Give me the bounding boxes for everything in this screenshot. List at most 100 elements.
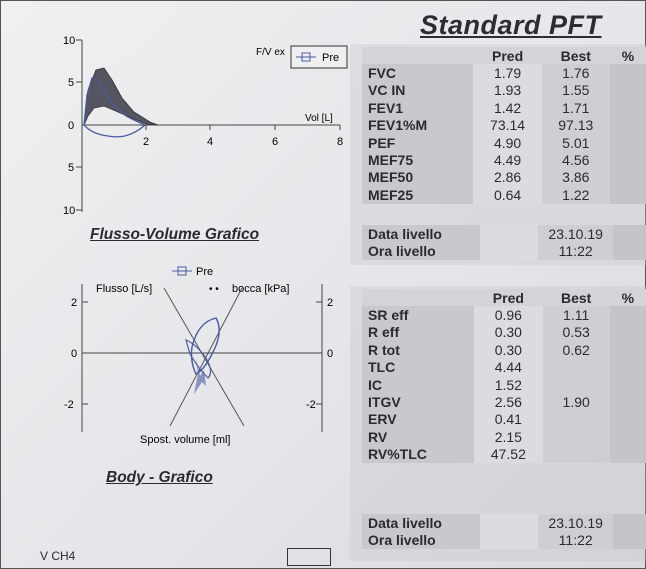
legend-label: Pre [196,266,213,278]
y-tick-label: 5 [68,162,74,174]
y-tick-label-left: 0 [71,348,77,360]
row-label: ERV [362,410,475,429]
header-pct: % [609,47,646,65]
pct-value [609,358,646,376]
time-row: Ora livello 11:22 [362,242,646,260]
body-plot: 2 0 -2 2 0 -2 Pre Flusso [L/s] • • bocca… [64,266,333,446]
pct-value [609,64,646,82]
y-tick-label-left: -2 [64,399,74,411]
legend-marker [177,266,187,276]
pct-value [609,306,646,324]
table-row: R eff 0.30 0.53 [362,323,646,342]
pred-value: 2.56 [474,393,543,411]
pred-value: 1.93 [473,81,542,100]
table-row: ITGV 2.56 1.90 [362,393,646,411]
x-axis-label: Spost. volume [ml] [140,434,230,446]
table-row: FVC 1.79 1.76 [362,64,646,82]
date-row: Data livello 23.10.19 [362,225,646,243]
y-tick-label: 5 [68,77,74,89]
pct-value [609,445,646,463]
table-header-row: Pred Best % [362,289,646,307]
table-row: RV 2.15 [362,428,646,446]
table-row: MEF75 4.49 4.56 [362,151,646,169]
date-row: Data livello 23.10.19 [362,514,646,532]
body-pleth-table: Pred Best % SR eff 0.96 1.11 R eff 0.30 0.53 R… [362,289,646,463]
best-value: 5.01 [541,133,610,152]
row-label: RV%TLC [362,445,475,463]
best-value: 1.76 [541,64,610,82]
pct-value [609,410,646,429]
pct-value [609,151,646,169]
date-value: 23.10.19 [538,225,614,243]
table-row: PEF 4.90 5.01 [362,133,646,152]
row-label: R eff [362,323,475,342]
best-value: 1.55 [541,81,610,100]
x-tick-label: 4 [207,136,213,148]
time-label: Ora livello [362,531,480,549]
table-row: RV%TLC 47.52 [362,445,646,463]
best-value [542,428,610,446]
best-value: 0.62 [542,341,610,359]
footer-code: V CH4 [40,549,76,563]
row-label: TLC [362,358,475,376]
table-row: SR eff 0.96 1.11 [362,306,646,324]
table-row: VC IN 1.93 1.55 [362,81,646,100]
pct-value [609,341,646,359]
best-value: 97.13 [541,116,610,134]
pct-value [609,393,646,411]
loop-fill [194,358,206,394]
y-tick-label: 0 [68,120,74,132]
predicted-envelope [83,67,159,126]
best-value: 4.56 [541,151,610,169]
pct-value [609,81,646,100]
row-label: ITGV [362,393,475,411]
time-value: 11:22 [538,242,614,260]
legend-header: F/V ex [256,47,285,58]
table-row: MEF25 0.64 1.22 [362,186,646,204]
best-value: 1.90 [542,393,610,411]
row-label: FEV1%M [362,116,474,134]
pct-value [609,375,646,394]
pred-value: 0.41 [474,410,543,429]
y-tick-label: 10 [63,205,75,217]
y-tick-label: 10 [63,35,75,47]
pred-value: 2.15 [474,428,543,446]
row-label: PEF [362,133,474,152]
x-tick-label: 2 [143,136,149,148]
pct-value [609,323,646,342]
pred-value: 47.52 [474,445,543,463]
best-value: 1.11 [542,306,610,324]
table-row: TLC 4.44 [362,358,646,376]
y-tick-label-right: -2 [306,399,316,411]
row-label: RV [362,428,475,446]
best-value [542,375,610,394]
date-label: Data livello [362,225,480,243]
x-tick-label: 8 [337,136,343,148]
table-header-row: Pred Best % [362,47,646,65]
header-blank [362,47,474,65]
pred-value: 1.52 [474,375,543,394]
flow-volume-plot: 10 5 0 5 10 2 4 6 8 Vol [L] F/V ex Pre [63,35,348,217]
table-row: R tot 0.30 0.62 [362,341,646,359]
header-best: Best [542,289,610,307]
plot2-title: Body - Grafico [106,469,213,486]
blank-cell [613,225,646,243]
pct-value [609,186,646,204]
header-best: Best [541,47,610,65]
legend-marker [301,52,311,62]
best-value [542,445,610,463]
pred-value: 0.30 [474,341,543,359]
best-value [542,410,610,429]
row-label: IC [362,375,475,394]
page-title: Standard PFT [420,10,602,40]
blank-cell [479,242,539,260]
blank-cell [613,242,646,260]
x-tick-label: 6 [272,136,278,148]
pressure-line [163,287,245,427]
table-row: IC 1.52 [362,375,646,394]
y-axis-label-right: bocca [kPa] [232,283,289,295]
row-label: MEF50 [362,168,474,187]
dots-marker: • • [209,284,219,295]
time-label: Ora livello [362,242,480,260]
level-info-table-2: Data livello 23.10.19 Ora livello 11:22 [362,514,646,549]
